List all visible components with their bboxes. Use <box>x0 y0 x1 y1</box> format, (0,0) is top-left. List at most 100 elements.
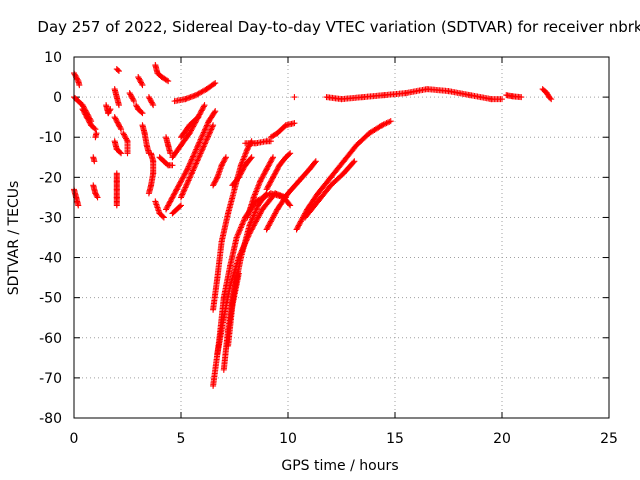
data-point <box>264 185 271 192</box>
data-point <box>130 98 137 105</box>
data-point <box>194 157 201 164</box>
data-point <box>196 111 203 118</box>
data-point <box>261 170 268 177</box>
data-point <box>241 215 248 222</box>
data-point <box>183 183 190 190</box>
series-arc-36 <box>225 270 242 349</box>
data-point <box>208 126 215 133</box>
data-point <box>286 151 293 158</box>
data-point <box>201 102 208 109</box>
series-arc-46 <box>323 86 505 103</box>
data-point <box>179 191 186 198</box>
data-point <box>106 107 113 114</box>
data-point <box>133 102 140 109</box>
series-arc-29 <box>169 202 184 217</box>
data-point <box>115 68 122 75</box>
data-point <box>196 151 203 158</box>
chart-title: Day 257 of 2022, Sidereal Day-to-day VTE… <box>37 18 640 36</box>
data-point <box>238 168 245 175</box>
data-point <box>145 190 152 197</box>
data-point <box>267 219 274 226</box>
data-point <box>237 224 244 231</box>
data-point <box>128 92 135 99</box>
data-point <box>213 175 220 182</box>
data-point <box>193 145 200 152</box>
data-point <box>202 139 209 146</box>
data-point <box>185 177 192 184</box>
data-point <box>499 96 505 103</box>
data-point <box>252 208 259 215</box>
data-point <box>294 225 301 232</box>
data-point <box>286 201 293 208</box>
data-point <box>188 157 195 164</box>
data-point <box>204 121 211 128</box>
series-arc-22 <box>152 198 167 221</box>
data-point <box>184 180 191 187</box>
data-point <box>350 159 357 166</box>
data-point <box>192 147 199 154</box>
data-point <box>189 168 196 175</box>
data-point <box>263 186 270 193</box>
data-point <box>138 109 145 116</box>
series-arc-38 <box>242 138 274 147</box>
data-point <box>194 156 201 163</box>
data-point <box>267 178 274 185</box>
data-point <box>272 168 279 175</box>
data-point <box>299 215 306 222</box>
data-point <box>159 213 166 220</box>
data-point <box>82 111 89 118</box>
data-point <box>120 131 127 138</box>
data-point <box>262 167 269 174</box>
data-point <box>123 135 130 142</box>
data-point <box>111 114 118 121</box>
data-point <box>204 134 211 141</box>
data-point <box>257 210 264 217</box>
data-point <box>182 184 189 191</box>
data-point <box>167 198 174 205</box>
series-arc-44 <box>302 158 358 221</box>
data-point <box>200 103 207 110</box>
data-point <box>147 96 154 103</box>
x-tick-label: 25 <box>600 431 618 447</box>
data-point <box>183 167 190 174</box>
data-point <box>197 150 204 157</box>
series-arc-20 <box>152 62 172 85</box>
data-point <box>135 74 142 81</box>
data-point <box>160 214 167 221</box>
x-tick-label: 5 <box>177 431 186 447</box>
data-point <box>191 164 198 171</box>
data-point <box>233 234 240 241</box>
data-point <box>203 136 210 143</box>
data-point <box>244 146 251 153</box>
data-point <box>206 130 213 137</box>
y-tick-label: -10 <box>39 130 62 146</box>
data-point <box>181 185 188 192</box>
data-point <box>311 159 318 166</box>
data-point <box>210 122 217 129</box>
plot-frame <box>73 56 610 419</box>
data-point <box>265 182 272 189</box>
data-point <box>171 190 178 197</box>
data-point <box>246 222 253 229</box>
data-point <box>113 118 120 125</box>
series-arc-12 <box>111 114 125 133</box>
data-point <box>178 178 184 185</box>
data-point <box>91 125 98 132</box>
data-point <box>170 191 177 198</box>
data-point <box>180 174 187 181</box>
data-point <box>107 106 114 113</box>
data-point <box>199 132 206 139</box>
data-point <box>547 95 554 102</box>
data-point <box>72 72 79 79</box>
data-point <box>240 166 247 173</box>
data-point <box>146 95 153 102</box>
data-point <box>384 119 391 126</box>
series-arc-47 <box>503 92 525 101</box>
data-point <box>212 80 219 87</box>
data-point <box>197 136 204 143</box>
data-point <box>265 223 272 230</box>
y-tick-label: -20 <box>39 170 62 186</box>
data-point <box>206 129 213 136</box>
data-point <box>266 181 273 188</box>
